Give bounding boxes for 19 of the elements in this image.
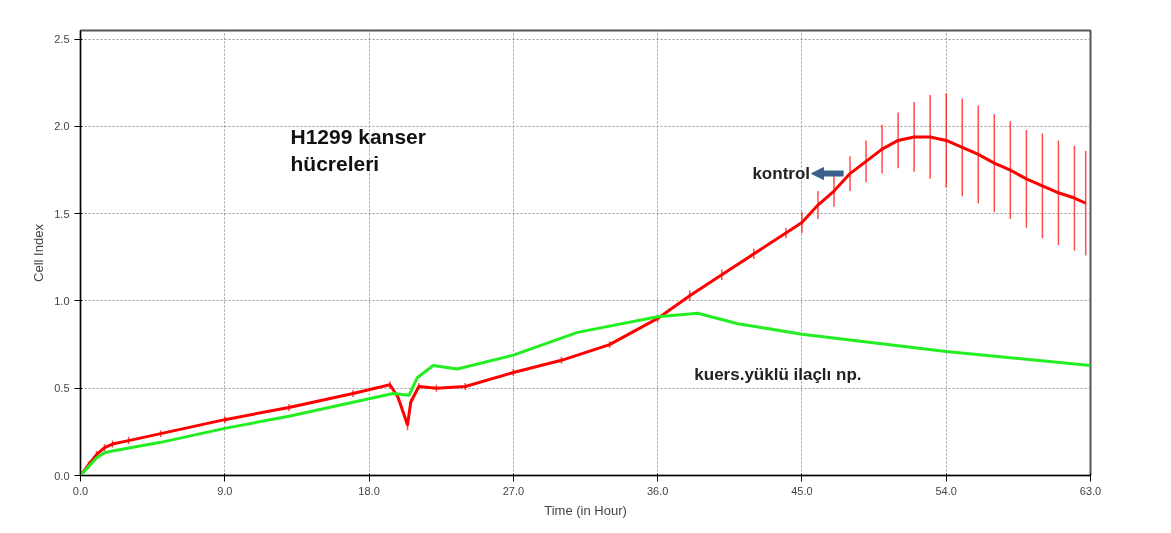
x-tick-label: 63.0	[1079, 484, 1102, 497]
x-tick-label: 18.0	[358, 484, 380, 497]
x-axis-title: Time (in Hour)	[544, 502, 627, 518]
series-label: kuers.yüklü ilaçlı np.	[694, 364, 862, 384]
x-tick-label: 9.0	[217, 484, 233, 497]
x-tick-label: 27.0	[502, 484, 525, 497]
y-tick-label: 1.5	[54, 207, 70, 220]
y-tick-label: 1.0	[54, 294, 70, 307]
x-tick-label: 36.0	[646, 484, 669, 497]
y-tick-label: 2.5	[54, 33, 70, 46]
y-tick-label: 0.0	[54, 469, 70, 482]
x-tick-label: 0.0	[72, 484, 89, 497]
y-tick-label: 2.0	[54, 120, 70, 133]
series-label: kontrol	[752, 164, 811, 184]
y-axis-title: Cell Index	[31, 223, 47, 282]
x-tick-label: 54.0	[935, 484, 957, 497]
x-tick-label: 45.0	[791, 484, 813, 497]
y-tick-label: 0.5	[54, 382, 70, 395]
annotation: H1299 kanser hücreleri	[290, 124, 426, 176]
